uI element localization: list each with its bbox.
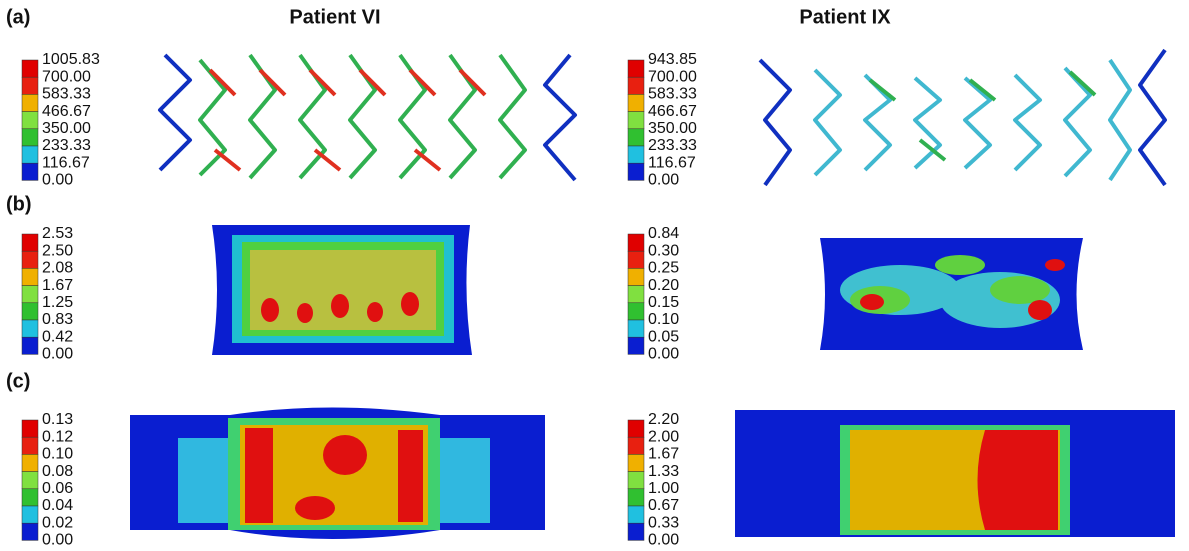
legend-band [628,506,644,523]
legend-label: 0.12 [42,428,73,445]
legend-label: 0.06 [42,480,73,497]
legend-band [628,77,644,94]
legend-band [628,268,644,285]
legend-label: 0.05 [648,328,679,345]
legend-label: 2.20 [648,411,679,428]
legend-band [628,337,644,354]
legend-band [22,129,38,146]
legend-label: 0.84 [648,225,679,242]
legend-label: 0.00 [42,346,73,363]
legend-label: 943.85 [648,51,697,68]
legend-label: 350.00 [42,120,91,137]
legend-label: 466.67 [648,103,697,120]
legend-band [628,523,644,540]
legend-label: 350.00 [648,120,697,137]
legend-band [628,112,644,129]
legend-label: 2.50 [42,242,73,259]
legend-band [628,163,644,180]
legend-band [22,472,38,489]
column-title: Patient VI [289,6,380,28]
legend-band [628,420,644,437]
legend-band [22,437,38,454]
legend-label: 0.00 [42,172,73,189]
legend-label: 2.08 [42,260,73,277]
legend-label: 116.67 [648,154,696,171]
legend-band [22,146,38,163]
legend-label: 2.00 [648,428,679,445]
legend-band [628,129,644,146]
legend-label: 1.67 [42,277,73,294]
legend-band [628,489,644,506]
legend-label: 0.25 [648,260,679,277]
legend-band [22,320,38,337]
legend-label: 0.42 [42,328,73,345]
panel-label: (c) [6,370,30,392]
legend-label: 700.00 [648,68,697,85]
legend-band [22,454,38,471]
legend-label: 700.00 [42,68,91,85]
legend-label: 0.08 [42,463,73,480]
legend-label: 0.33 [648,514,679,531]
panel-label: (b) [6,193,32,215]
legend-label: 0.13 [42,411,73,428]
legend-label: 116.67 [42,154,90,171]
legend-band [628,94,644,111]
legend-band [22,523,38,540]
legend-band [22,234,38,251]
legend-band [22,489,38,506]
legend-band [22,286,38,303]
legend-band [628,251,644,268]
legend-band [628,472,644,489]
legend-band [22,251,38,268]
legend-label: 0.00 [648,346,679,363]
legend-band [22,506,38,523]
legend-label: 1005.83 [42,51,100,68]
legend-label: 1.33 [648,463,679,480]
legend-band [628,303,644,320]
legend-label: 466.67 [42,103,91,120]
legend-band [22,268,38,285]
legend-label: 2.53 [42,225,73,242]
legend-label: 0.00 [648,532,679,549]
legend-band [22,112,38,129]
legend-band [628,234,644,251]
legend-band [628,320,644,337]
legend-label: 233.33 [42,137,91,154]
legend-label: 0.04 [42,497,73,514]
legend-label: 233.33 [648,137,697,154]
legend-label: 0.10 [648,311,679,328]
legend-label: 583.33 [42,86,91,103]
legend-label: 0.10 [42,446,73,463]
legend-band [22,303,38,320]
legend-band [628,60,644,77]
legend-label: 0.00 [648,172,679,189]
legend-label: 0.30 [648,242,679,259]
legend-label: 1.00 [648,480,679,497]
legend-band [628,454,644,471]
legend-band [22,163,38,180]
legend-band [22,60,38,77]
legend-band [22,337,38,354]
column-title: Patient IX [799,6,891,28]
legend-band [628,146,644,163]
figure: Patient VI Patient IX (a) (b) (c) 100 [0,0,1189,551]
legend-band [22,94,38,111]
legend-label: 583.33 [648,86,697,103]
legend-label: 0.00 [42,532,73,549]
legend-label: 1.25 [42,294,73,311]
legend-band [22,420,38,437]
legend-label: 0.02 [42,514,73,531]
legend-band [628,437,644,454]
legend-label: 0.15 [648,294,679,311]
legend-label: 1.67 [648,446,679,463]
panel-label: (a) [6,6,30,28]
legend-label: 0.20 [648,277,679,294]
legend-label: 0.83 [42,311,73,328]
legend-band [22,77,38,94]
legend-band [628,286,644,303]
legend-label: 0.67 [648,497,679,514]
